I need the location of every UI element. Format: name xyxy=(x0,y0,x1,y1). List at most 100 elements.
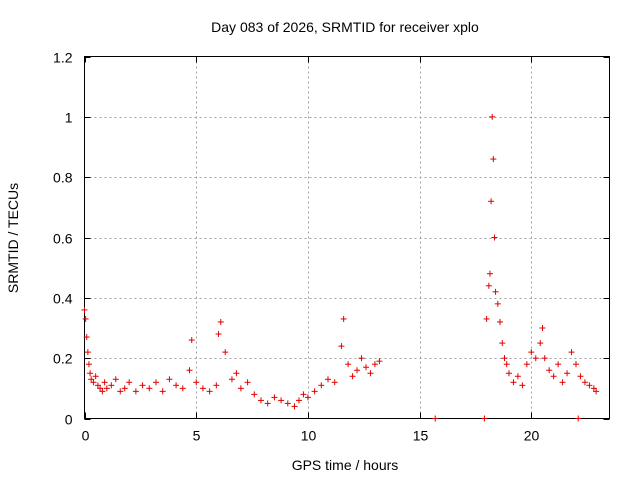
data-point xyxy=(367,370,374,377)
data-point xyxy=(376,358,383,365)
data-point xyxy=(82,315,89,322)
data-points xyxy=(81,113,600,422)
data-point xyxy=(291,403,298,410)
data-point xyxy=(371,361,378,368)
data-point xyxy=(295,397,302,404)
data-point xyxy=(139,382,146,389)
x-tick-label: 5 xyxy=(193,428,201,444)
data-point xyxy=(132,388,139,395)
data-point xyxy=(108,382,115,389)
data-point xyxy=(345,361,352,368)
axis-ticks xyxy=(84,56,610,420)
data-point xyxy=(486,270,493,277)
chart-title: Day 083 of 2026, SRMTID for receiver xpl… xyxy=(211,19,479,35)
data-point xyxy=(559,379,566,386)
data-point xyxy=(251,391,258,398)
data-point xyxy=(99,388,106,395)
data-point xyxy=(349,373,356,380)
x-tick-label: 20 xyxy=(524,428,540,444)
data-point xyxy=(88,376,95,383)
x-axis-label: GPS time / hours xyxy=(292,457,399,473)
data-point xyxy=(514,373,521,380)
y-tick-label: 0.6 xyxy=(53,231,73,247)
data-point xyxy=(146,385,153,392)
data-point xyxy=(539,325,546,331)
data-point xyxy=(489,113,496,120)
data-point xyxy=(112,376,119,383)
data-point xyxy=(532,355,539,362)
data-point xyxy=(483,315,490,322)
data-point xyxy=(311,388,318,395)
data-point xyxy=(193,379,200,386)
data-point xyxy=(497,318,504,325)
data-point xyxy=(581,379,588,386)
data-point xyxy=(586,382,593,389)
data-point xyxy=(340,315,347,322)
data-point xyxy=(318,382,325,389)
data-point xyxy=(523,361,530,368)
data-point xyxy=(186,367,193,374)
data-point xyxy=(199,385,206,392)
data-point xyxy=(490,156,497,163)
data-point xyxy=(358,355,365,362)
data-point xyxy=(213,382,220,389)
data-point xyxy=(481,415,488,422)
x-tick-label: 0 xyxy=(82,428,90,444)
grid-lines xyxy=(84,56,610,419)
data-point xyxy=(87,370,94,377)
data-point xyxy=(519,382,526,389)
data-point xyxy=(577,373,584,380)
data-point xyxy=(550,373,557,380)
data-point xyxy=(117,388,124,395)
data-point xyxy=(97,385,104,392)
data-point xyxy=(94,382,101,389)
data-point xyxy=(83,334,90,341)
data-point xyxy=(528,349,535,356)
data-point xyxy=(362,364,369,371)
data-point xyxy=(492,288,499,295)
data-point xyxy=(84,349,91,356)
plot-frame xyxy=(84,56,610,419)
data-point xyxy=(244,379,251,386)
data-point xyxy=(575,415,582,422)
data-point xyxy=(233,370,240,377)
data-point xyxy=(564,370,571,377)
data-point xyxy=(510,379,517,386)
data-point xyxy=(503,361,510,368)
tick-labels: 0 5 10 15 20 0 0.2 0.4 0.6 0.8 1 1.2 xyxy=(53,50,539,444)
data-point xyxy=(572,361,579,368)
data-point xyxy=(90,379,97,386)
data-point xyxy=(85,361,92,368)
data-point xyxy=(488,198,495,205)
y-tick-label: 1 xyxy=(65,110,73,126)
data-point xyxy=(101,379,108,386)
data-point xyxy=(103,385,110,392)
data-point xyxy=(166,376,173,383)
y-axis-label: SRMTID / TECUs xyxy=(5,183,21,293)
data-point xyxy=(217,318,224,325)
data-point xyxy=(159,388,166,395)
data-point xyxy=(338,343,345,350)
data-point xyxy=(331,379,338,386)
data-point xyxy=(81,306,88,313)
data-point xyxy=(300,391,307,398)
data-point xyxy=(304,394,311,401)
data-point xyxy=(485,282,492,289)
data-point xyxy=(152,379,159,386)
data-point xyxy=(228,376,235,383)
data-point xyxy=(537,340,544,347)
data-point xyxy=(432,415,439,422)
data-point xyxy=(206,388,213,395)
y-tick-label: 0.8 xyxy=(53,170,73,186)
y-tick-label: 0.4 xyxy=(53,291,73,307)
data-point xyxy=(92,373,99,380)
data-point xyxy=(188,337,195,344)
data-point xyxy=(264,400,271,407)
data-point xyxy=(237,385,244,392)
x-tick-label: 10 xyxy=(301,428,317,444)
data-point xyxy=(215,331,222,338)
y-tick-label: 0 xyxy=(65,412,73,428)
data-point xyxy=(179,385,186,392)
data-point xyxy=(121,385,128,392)
